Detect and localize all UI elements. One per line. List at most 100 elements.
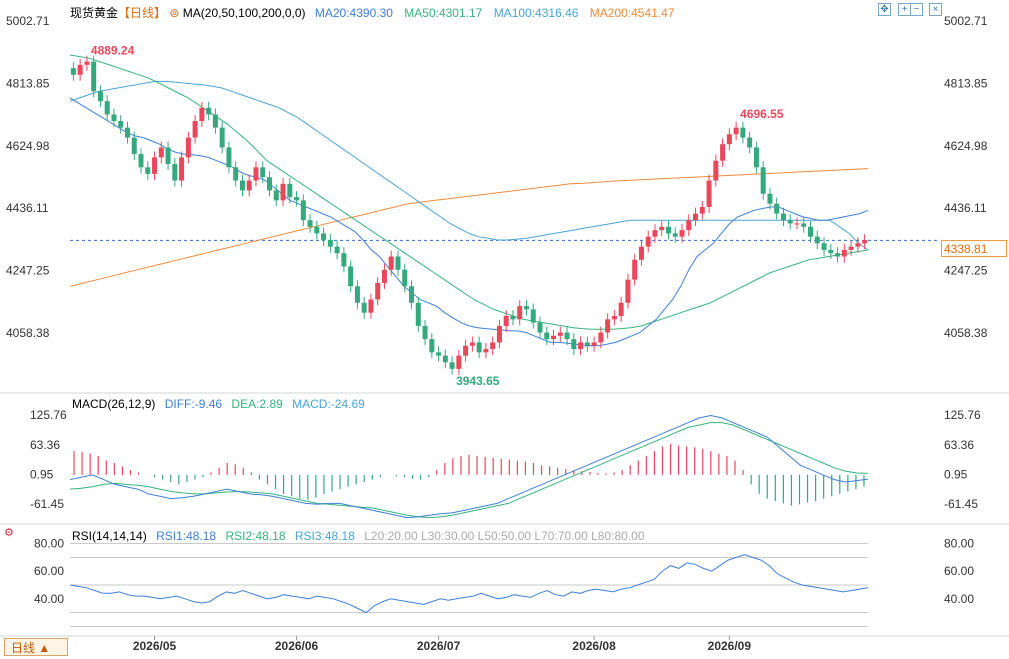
move-icon[interactable]: ✥: [878, 3, 891, 16]
low-annotation: 3943.65: [456, 374, 500, 388]
candle-body: [787, 220, 793, 224]
rsi-tick-right: 80.00: [944, 537, 974, 551]
candle-body: [97, 91, 103, 102]
candle-body: [152, 157, 158, 174]
macd-tick-right: 63.36: [944, 438, 974, 452]
candle-body: [124, 127, 130, 138]
candle-body: [740, 127, 746, 138]
candle-body: [300, 200, 306, 221]
rsi-tick-right: 60.00: [944, 564, 974, 578]
candle-body: [260, 167, 266, 178]
ma200-value: MA200:4541.47: [589, 6, 675, 20]
candle-body: [334, 246, 340, 254]
candle-body: [165, 147, 171, 164]
candle-body: [185, 137, 191, 158]
candle-body: [206, 107, 212, 115]
last-price-label: 4338.81: [941, 240, 1007, 257]
candle-body: [402, 269, 408, 287]
rsi-legend: RSI(14,14,14) RSI1:48.18 RSI2:48.18 RSI3…: [72, 529, 651, 543]
candle-body: [348, 266, 354, 287]
ma20-value: MA20:4390.30: [314, 6, 393, 20]
candle-body: [476, 342, 482, 353]
candle-body: [307, 220, 313, 227]
macd-tick-right: 125.76: [944, 408, 981, 422]
candle-body: [490, 342, 496, 350]
candle-body: [855, 243, 861, 247]
candle-body: [733, 127, 739, 135]
candle-body: [253, 167, 259, 181]
candle-body: [571, 339, 577, 350]
candle-body: [483, 349, 489, 353]
candle-body: [551, 335, 557, 340]
period-selector-button[interactable]: 日线 ▲: [4, 638, 68, 656]
rsi-tick-right: 40.00: [944, 592, 974, 606]
macd-tick-left: -61.45: [30, 497, 64, 511]
candle-body: [145, 167, 151, 174]
macd-diff-line: [69, 414, 869, 519]
candle-body: [118, 121, 124, 128]
candle-body: [409, 286, 415, 303]
candle-body: [774, 203, 780, 214]
candle-body: [287, 183, 293, 198]
candle-body: [341, 253, 347, 267]
candle-body: [395, 256, 401, 270]
candle-body: [172, 164, 178, 181]
candle-body: [158, 147, 164, 158]
candle-body: [611, 316, 617, 320]
chart-header: 现货黄金【日线】 ⊚ MA(20,50,100,200,0,0) MA20:43…: [70, 4, 675, 21]
zoom-out-icon[interactable]: −: [910, 3, 923, 16]
candle-body: [578, 342, 584, 350]
price-tick-left: 4058.38: [6, 326, 50, 340]
candle-body: [808, 226, 814, 237]
candle-body: [70, 68, 76, 75]
x-axis-label: 2026/05: [133, 639, 177, 653]
candle-body: [84, 61, 90, 65]
candle-body: [131, 137, 137, 155]
candle-body: [469, 342, 475, 346]
close-icon[interactable]: ×: [929, 3, 942, 16]
price-tick-left: 4813.85: [6, 76, 50, 90]
candle-body: [814, 236, 820, 244]
macd-tick-left: 63.36: [30, 438, 60, 452]
high2-annotation: 4696.55: [740, 107, 784, 121]
settings-icon[interactable]: ⊚: [169, 6, 180, 20]
candle-body: [212, 114, 218, 128]
macd-tick-right: -61.45: [944, 497, 978, 511]
macd-dea: DEA:2.89: [231, 397, 283, 411]
candle-body: [632, 259, 638, 280]
macd-diff: DIFF:-9.46: [164, 397, 223, 411]
macd-label: MACD(26,12,9): [72, 397, 156, 411]
candle-body: [557, 332, 563, 336]
rsi-levels: L20:20.00 L30:30.00 L50:50.00 L70:70.00 …: [364, 529, 645, 543]
candle-body: [780, 213, 786, 221]
price-tick-left: 4436.11: [6, 201, 49, 215]
candle-body: [638, 246, 644, 260]
rsi1-value: RSI1:48.18: [156, 529, 217, 543]
price-tick-right: 4624.98: [944, 139, 988, 153]
price-tick-left: 5002.71: [6, 14, 50, 28]
candle-body: [828, 249, 834, 254]
candle-body: [415, 302, 421, 326]
candle-body: [848, 246, 854, 250]
rsi-settings-icon[interactable]: ⚙: [4, 527, 14, 539]
candle-body: [767, 193, 773, 204]
candle-body: [801, 223, 807, 227]
candle-body: [429, 339, 435, 353]
candle-body: [862, 240, 868, 244]
candle-body: [449, 362, 455, 369]
price-tick-right: 5002.71: [944, 14, 988, 28]
candle-body: [720, 144, 726, 161]
price-tick-right: 4058.38: [944, 326, 988, 340]
ma50-line: [69, 54, 869, 330]
candle-body: [456, 355, 462, 369]
candle-body: [77, 64, 83, 75]
candle-body: [841, 249, 847, 257]
candle-body: [666, 226, 671, 234]
candle-body: [659, 226, 665, 231]
x-axis-label: 2026/07: [417, 639, 461, 653]
candle-body: [706, 180, 712, 207]
candle-body: [381, 269, 387, 283]
ma20-line: [69, 97, 869, 347]
candle-body: [199, 107, 205, 122]
